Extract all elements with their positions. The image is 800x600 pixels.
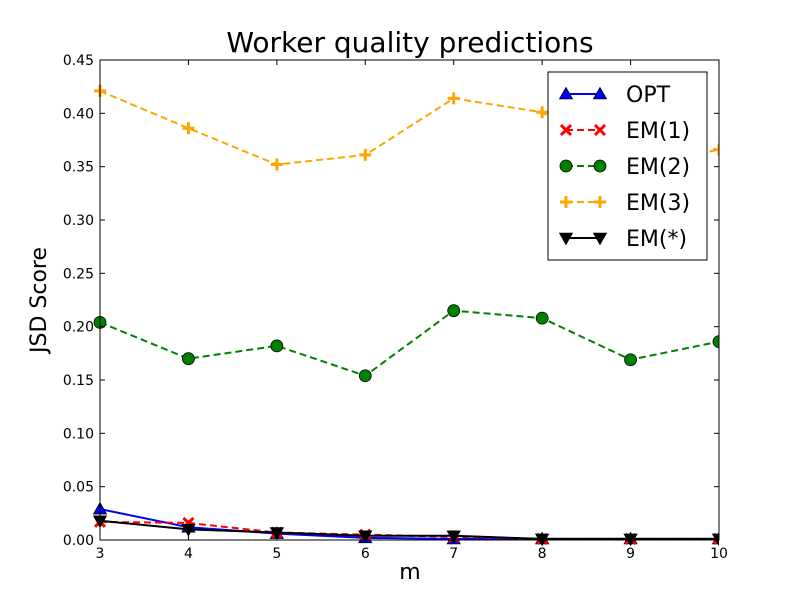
y-tick-label: 0.35 xyxy=(63,160,94,176)
legend-label-em3: EM(3) xyxy=(626,191,690,216)
y-tick-label: 0.05 xyxy=(63,480,94,496)
legend-marker-em2 xyxy=(593,159,607,173)
data-point-em2 xyxy=(712,335,719,348)
legend-label-opt: OPT xyxy=(626,83,671,108)
data-point-em3 xyxy=(182,122,195,135)
data-point-em2 xyxy=(624,353,637,367)
data-point-em2 xyxy=(358,369,372,383)
data-point-em2 xyxy=(535,311,549,325)
y-tick-label: 0.10 xyxy=(63,426,94,442)
data-point-em xyxy=(181,524,196,537)
x-tick-label: 10 xyxy=(710,546,728,562)
plot-frame xyxy=(99,59,720,541)
x-tick-label: 4 xyxy=(184,546,193,562)
x-tick-label: 3 xyxy=(96,546,105,562)
x-tick-label: 6 xyxy=(361,546,370,562)
data-point-em3 xyxy=(447,92,460,105)
legend-marker-opt xyxy=(558,86,574,100)
y-tick-label: 0.20 xyxy=(63,320,94,336)
y-tick-label: 0.15 xyxy=(63,373,94,389)
legend-label-em: EM(*) xyxy=(626,227,687,252)
legend-marker-em1 xyxy=(559,123,573,137)
y-tick-label: 0.30 xyxy=(63,213,94,229)
series-line-em2 xyxy=(99,309,719,377)
x-tick-label: 5 xyxy=(272,546,281,562)
x-axis-label: m xyxy=(399,560,420,585)
legend-marker-em3 xyxy=(560,196,572,208)
legend-marker-em3 xyxy=(594,196,606,208)
data-point-em3 xyxy=(536,106,549,119)
y-tick-label: 0.00 xyxy=(63,533,94,549)
legend-marker-em xyxy=(592,232,608,246)
x-tick-label: 8 xyxy=(538,546,547,562)
x-tick-label: 7 xyxy=(449,546,458,562)
series-line-em xyxy=(99,519,719,540)
x-tick-label: 9 xyxy=(626,546,635,562)
chart-title: Worker quality predictions xyxy=(226,26,593,59)
legend-label-em1: EM(1) xyxy=(626,119,690,144)
y-tick-label: 0.40 xyxy=(63,106,94,122)
legend-marker-em xyxy=(558,232,574,246)
data-point-em3 xyxy=(359,148,372,161)
data-point-em2 xyxy=(270,339,284,353)
legend-marker-opt xyxy=(592,86,608,100)
data-point-em2 xyxy=(447,304,461,318)
legend: OPT EM(1) EM(2) EM(3) EM(*) xyxy=(547,71,708,261)
data-point-em2 xyxy=(182,352,195,366)
legend-marker-em1 xyxy=(593,123,607,137)
legend-marker-em2 xyxy=(559,159,573,173)
data-point-em3 xyxy=(270,158,283,171)
y-tick-label: 0.45 xyxy=(63,53,94,69)
data-point-em xyxy=(269,527,285,540)
legend-box xyxy=(547,71,708,261)
y-tick-label: 0.25 xyxy=(63,266,94,282)
data-point-em3 xyxy=(713,143,719,156)
y-axis-label: JSD Score xyxy=(27,247,52,355)
legend-label-em2: EM(2) xyxy=(626,155,690,180)
